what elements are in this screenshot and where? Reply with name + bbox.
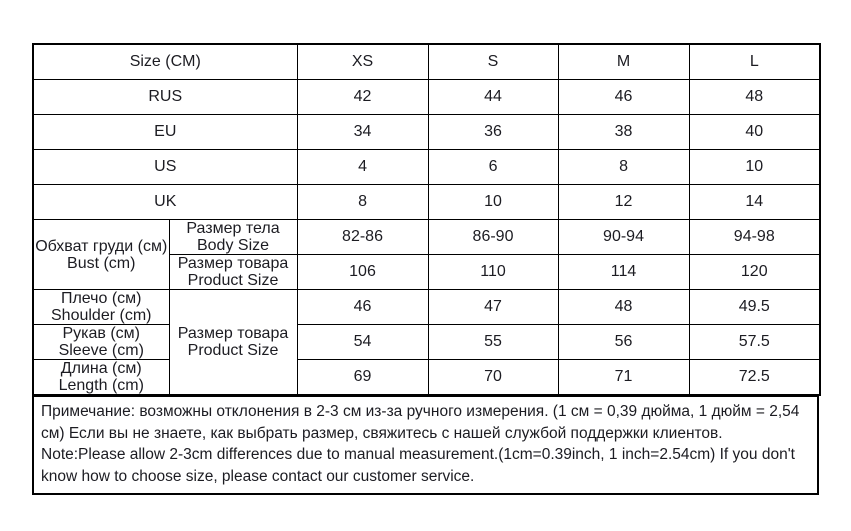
table-cell: 4: [296, 149, 429, 185]
table-row-shoulder: Плечо (см) Shoulder (cm) Размер товара P…: [32, 289, 821, 396]
table-cell: 106: [296, 254, 429, 290]
size-column-s: S: [427, 43, 559, 80]
table-cell: 46: [296, 289, 429, 325]
table-cell: 38: [557, 114, 690, 150]
table-row-bust-product-size: Размер товара Product Size 106 110 114 1…: [33, 254, 821, 290]
merged-label-product-size: Размер товара Product Size: [168, 289, 298, 396]
table-cell: 114: [557, 254, 690, 290]
table-cell: 120: [688, 254, 821, 290]
table-row-us: US 4 6 8 10: [32, 149, 821, 185]
row-label-uk: UK: [32, 184, 298, 220]
table-cell: 6: [427, 149, 559, 185]
table-cell: 8: [296, 184, 429, 220]
row-label-length: Длина (см) Length (cm): [32, 359, 170, 396]
table-cell: 48: [557, 289, 690, 325]
table-row-rus: RUS 42 44 46 48: [32, 79, 821, 115]
table-cell: 86-90: [427, 219, 559, 255]
table-cell: 55: [427, 324, 559, 360]
row-label-rus: RUS: [32, 79, 298, 115]
table-cell: 56: [557, 324, 690, 360]
row-label-bust: Обхват груди (см) Bust (cm): [32, 219, 170, 290]
table-cell: 49.5: [688, 289, 821, 325]
table-cell: 90-94: [557, 219, 690, 255]
sub-label-body-size: Размер тела Body Size: [168, 219, 298, 255]
table-cell: 34: [296, 114, 429, 150]
sub-label-product-size: Размер товара Product Size: [168, 254, 298, 290]
size-column-l: L: [688, 43, 821, 80]
table-row-length: Длина (см) Length (cm) 69 70 71 72.5: [32, 359, 821, 396]
table-row-sleeve: Рукав (см) Sleeve (cm) 54 55 56 57.5: [32, 324, 821, 360]
row-label-sleeve: Рукав (см) Sleeve (cm): [32, 324, 170, 360]
note-text-english: Note:Please allow 2-3cm differences due …: [41, 446, 795, 485]
table-cell: 54: [296, 324, 429, 360]
row-label-us: US: [32, 149, 298, 185]
note-text-russian: Примечание: возможны отклонения в 2-3 см…: [41, 403, 800, 442]
table-cell: 48: [688, 79, 821, 115]
table-cell: 14: [688, 184, 821, 220]
size-column-m: M: [557, 43, 690, 80]
table-cell: 44: [427, 79, 559, 115]
header-size-cm: Size (CM): [32, 43, 298, 80]
table-cell: 10: [688, 149, 821, 185]
table-cell: 110: [427, 254, 559, 290]
table-row-header: Size (CM) XS S M L: [32, 43, 821, 80]
size-chart-container: Size (CM) XS S M L RUS 42 44 46 48 EU 34…: [32, 43, 822, 495]
row-label-shoulder: Плечо (см) Shoulder (cm): [32, 289, 170, 325]
measurement-note: Примечание: возможны отклонения в 2-3 см…: [32, 395, 819, 495]
table-cell: 42: [296, 79, 429, 115]
size-column-xs: XS: [296, 43, 429, 80]
table-cell: 94-98: [688, 219, 821, 255]
table-cell: 47: [427, 289, 559, 325]
table-cell: 82-86: [296, 219, 429, 255]
row-label-eu: EU: [32, 114, 298, 150]
table-cell: 71: [557, 359, 690, 396]
table-cell: 8: [557, 149, 690, 185]
table-cell: 12: [557, 184, 690, 220]
table-cell: 46: [557, 79, 690, 115]
table-cell: 36: [427, 114, 559, 150]
table-cell: 40: [688, 114, 821, 150]
table-cell: 57.5: [688, 324, 821, 360]
table-row-bust-body-size: Обхват груди (см) Bust (cm) Размер тела …: [32, 219, 821, 290]
table-row-uk: UK 8 10 12 14: [32, 184, 821, 220]
table-row-eu: EU 34 36 38 40: [32, 114, 821, 150]
table-cell: 72.5: [688, 359, 821, 396]
table-cell: 10: [427, 184, 559, 220]
table-cell: 69: [296, 359, 429, 396]
table-cell: 70: [427, 359, 559, 396]
size-chart-table: Size (CM) XS S M L RUS 42 44 46 48 EU 34…: [32, 43, 822, 396]
